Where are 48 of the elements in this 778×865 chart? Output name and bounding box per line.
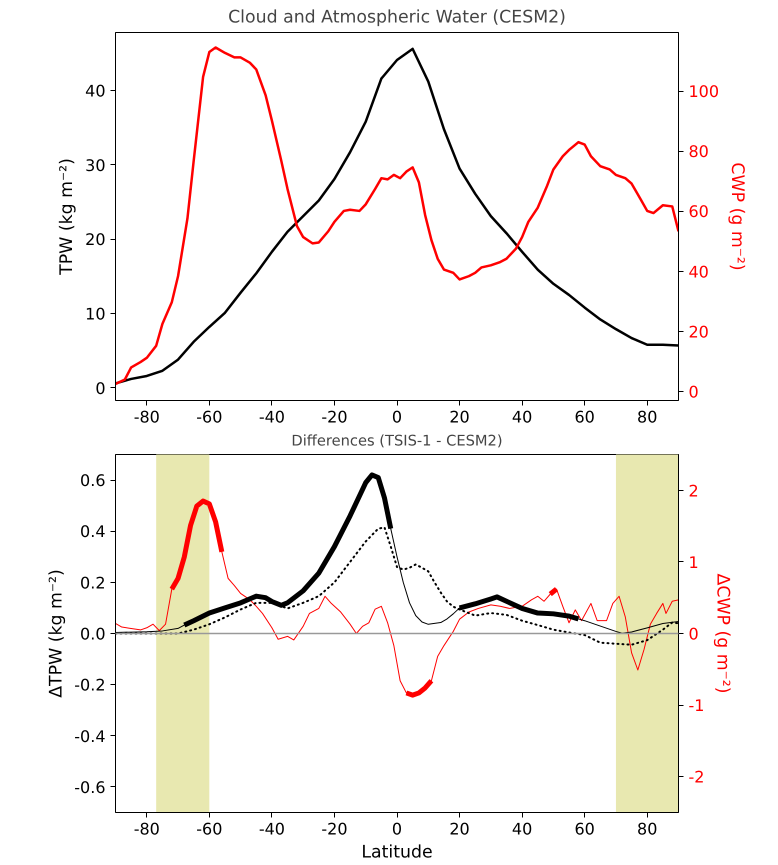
y2-tick-label: -1 <box>688 696 704 716</box>
y-tick-label: 0 <box>95 378 106 398</box>
y-tick-label: 0.4 <box>80 522 106 542</box>
y2-tick-label: 100 <box>688 82 720 102</box>
y2-tick-label: 1 <box>688 552 699 572</box>
x-tick-label: -20 <box>321 820 348 838</box>
y-tick-label: -0.4 <box>74 726 106 746</box>
chart-title: Differences (TSIS-1 - CESM2) <box>291 432 503 450</box>
y-tick-label: 10 <box>85 304 106 324</box>
y-tick-label: -0.2 <box>74 676 106 695</box>
x-axis-title: Latitude <box>361 842 433 862</box>
chart-title: Cloud and Atmospheric Water (CESM2) <box>228 8 566 28</box>
y2-tick-label: 0 <box>688 624 699 644</box>
x-tick-label: 0 <box>392 820 402 838</box>
x-tick-label: -20 <box>321 408 348 426</box>
y2-tick-label: 2 <box>688 481 699 500</box>
x-tick-label: 40 <box>512 408 532 426</box>
y-tick-label: 20 <box>85 230 106 250</box>
x-tick-label: -40 <box>258 408 285 426</box>
x-tick-label: 80 <box>637 408 658 426</box>
x-tick-label: -80 <box>134 408 160 426</box>
y-tick-label: 0.6 <box>80 471 106 490</box>
y-tick-label: 40 <box>85 81 106 100</box>
x-tick-label: -60 <box>196 408 222 426</box>
x-tick-label: 20 <box>449 820 470 838</box>
y2-tick-label: 40 <box>688 262 709 282</box>
x-tick-label: 40 <box>512 820 532 838</box>
y2-axis-title: ΔCWP (g m⁻²) <box>712 573 732 694</box>
y2-tick-label: 20 <box>688 322 709 342</box>
y-tick-label: -0.6 <box>74 778 106 797</box>
y2-tick-label: 60 <box>688 202 709 222</box>
y-tick-label: 0.2 <box>80 573 106 592</box>
x-tick-label: -60 <box>196 820 222 838</box>
y2-tick-label: 80 <box>688 142 709 162</box>
y2-axis-title: CWP (g m⁻²) <box>727 162 748 271</box>
y-tick-label: 30 <box>85 156 106 175</box>
x-tick-label: 80 <box>637 820 658 838</box>
x-tick-label: 20 <box>449 408 470 426</box>
x-tick-label: -80 <box>134 820 160 838</box>
y2-tick-label: -2 <box>688 768 704 787</box>
x-tick-label: 60 <box>574 820 595 838</box>
x-tick-label: 60 <box>574 408 595 426</box>
x-tick-label: 0 <box>392 408 402 426</box>
y2-tick-label: 0 <box>688 382 699 402</box>
y-tick-label: 0.0 <box>80 624 106 644</box>
y-axis-title: ΔTPW (kg m⁻²) <box>46 569 66 698</box>
y-axis-title: TPW (kg m⁻²) <box>57 158 78 276</box>
x-tick-label: -40 <box>258 820 285 838</box>
